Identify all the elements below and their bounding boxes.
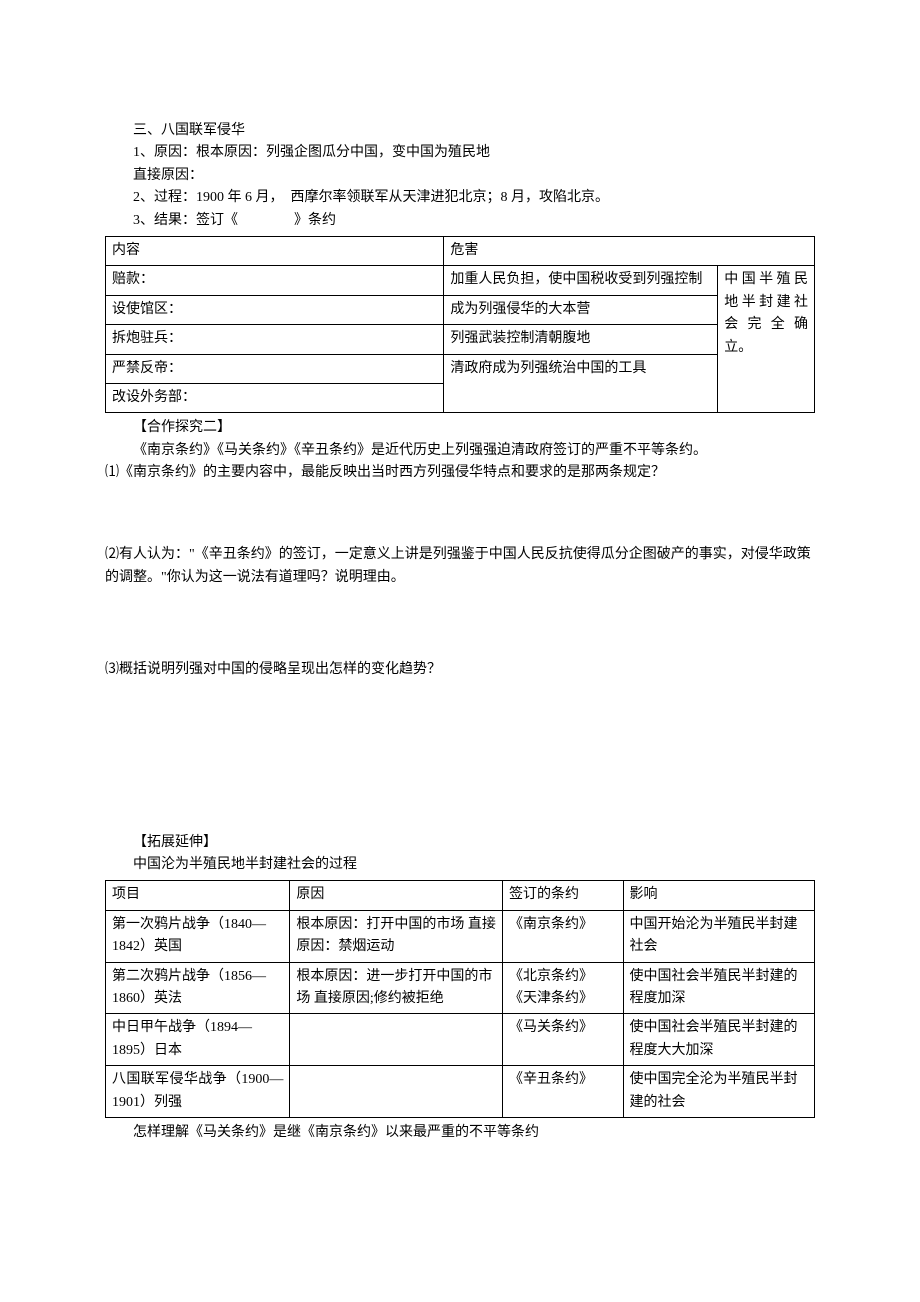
cell-war2-reason: 根本原因：进一步打开中国的市场 直接原因;修约被拒绝 xyxy=(290,962,503,1014)
footer-question: 怎样理解《马关条约》是继《南京条约》以来最严重的不平等条约 xyxy=(105,1122,815,1144)
table-row: 严禁反帝： 清政府成为列强统治中国的工具 xyxy=(106,354,815,383)
cell-war1-treaty: 《南京条约》 xyxy=(503,910,624,962)
section3-title: 三、八国联军侵华 xyxy=(105,120,815,142)
section3-reason1: 1、原因：根本原因：列强企图瓜分中国，变中国为殖民地 xyxy=(105,142,815,164)
cell-header-effect: 影响 xyxy=(623,881,814,910)
coop-q2: ⑵有人认为："《辛丑条约》的签订，一定意义上讲是列强鉴于中国人民反抗使得瓜分企图… xyxy=(105,544,815,589)
page-content: 三、八国联军侵华 1、原因：根本原因：列强企图瓜分中国，变中国为殖民地 直接原因… xyxy=(0,0,920,1184)
section3-result: 3、结果：签订《 》条约 xyxy=(105,210,815,232)
cell-legation-harm: 成为列强侵华的大本营 xyxy=(444,295,718,324)
coop-q3: ⑶概括说明列强对中国的侵略呈现出怎样的变化趋势？ xyxy=(105,659,815,681)
cell-war1-item: 第一次鸦片战争（1840—1842）英国 xyxy=(106,910,290,962)
blank-space xyxy=(105,649,815,659)
cell-foreign-affairs: 改设外务部： xyxy=(106,383,444,412)
extension-sub: 中国沦为半殖民地半封建社会的过程 xyxy=(105,854,815,876)
section3-reason2: 直接原因： xyxy=(105,165,815,187)
blank-space xyxy=(105,484,815,544)
table-row: 第二次鸦片战争（1856—1860）英法 根本原因：进一步打开中国的市场 直接原… xyxy=(106,962,815,1014)
section3-process: 2、过程：1900 年 6 月， 西摩尔率领联军从天津进犯北京；8 月，攻陷北京… xyxy=(105,187,815,209)
cell-prohibit: 严禁反帝： xyxy=(106,354,444,383)
coop-title: 【合作探究二】 xyxy=(105,417,815,439)
table-treaty-contents: 内容 危害 赔款： 加重人民负担，使中国税收受到列强控制 中国半殖民地半封建社会… xyxy=(105,236,815,413)
cell-war3-effect: 使中国社会半殖民半封建的程度大大加深 xyxy=(623,1014,814,1066)
cell-demolish: 拆炮驻兵： xyxy=(106,325,444,354)
cell-war4-effect: 使中国完全沦为半殖民半封建的社会 xyxy=(623,1066,814,1118)
table-process: 项目 原因 签订的条约 影响 第一次鸦片战争（1840—1842）英国 根本原因… xyxy=(105,880,815,1118)
cell-side-summary: 中国半殖民地半封建社会完全确立。 xyxy=(718,266,815,413)
table-row: 中日甲午战争（1894—1895）日本 《马关条约》 使中国社会半殖民半封建的程… xyxy=(106,1014,815,1066)
coop-q1: ⑴《南京条约》的主要内容中，最能反映出当时西方列强侵华特点和要求的是那两条规定？ xyxy=(105,462,815,484)
cell-indemnity-harm: 加重人民负担，使中国税收受到列强控制 xyxy=(444,266,718,295)
extension-title: 【拓展延伸】 xyxy=(105,832,815,854)
table-row: 八国联军侵华战争（1900—1901）列强 《辛丑条约》 使中国完全沦为半殖民半… xyxy=(106,1066,815,1118)
blank-space xyxy=(105,589,815,649)
blank-space xyxy=(105,682,815,832)
table-row: 设使馆区： 成为列强侵华的大本营 xyxy=(106,295,815,324)
cell-legation: 设使馆区： xyxy=(106,295,444,324)
cell-header-treaty: 签订的条约 xyxy=(503,881,624,910)
table-row: 项目 原因 签订的条约 影响 xyxy=(106,881,815,910)
cell-war2-treaty: 《北京条约》 《天津条约》 xyxy=(503,962,624,1014)
cell-harm-header: 危害 xyxy=(444,236,815,265)
cell-header-reason: 原因 xyxy=(290,881,503,910)
cell-war4-reason xyxy=(290,1066,503,1118)
cell-war3-treaty: 《马关条约》 xyxy=(503,1014,624,1066)
cell-content-header: 内容 xyxy=(106,236,444,265)
cell-war4-treaty: 《辛丑条约》 xyxy=(503,1066,624,1118)
table-row: 内容 危害 xyxy=(106,236,815,265)
cell-war4-item: 八国联军侵华战争（1900—1901）列强 xyxy=(106,1066,290,1118)
table-row: 第一次鸦片战争（1840—1842）英国 根本原因：打开中国的市场 直接原因：禁… xyxy=(106,910,815,962)
cell-indemnity: 赔款： xyxy=(106,266,444,295)
cell-war2-item: 第二次鸦片战争（1856—1860）英法 xyxy=(106,962,290,1014)
table-row: 拆炮驻兵： 列强武装控制清朝腹地 xyxy=(106,325,815,354)
coop-intro: 《南京条约》《马关条约》《辛丑条约》是近代历史上列强强迫清政府签订的严重不平等条… xyxy=(105,440,815,462)
cell-war2-effect: 使中国社会半殖民半封建的程度加深 xyxy=(623,962,814,1014)
cell-govt-tool: 清政府成为列强统治中国的工具 xyxy=(444,354,718,413)
cell-war1-reason: 根本原因：打开中国的市场 直接原因：禁烟运动 xyxy=(290,910,503,962)
cell-war1-effect: 中国开始沦为半殖民半封建社会 xyxy=(623,910,814,962)
cell-war3-reason xyxy=(290,1014,503,1066)
cell-war3-item: 中日甲午战争（1894—1895）日本 xyxy=(106,1014,290,1066)
cell-demolish-harm: 列强武装控制清朝腹地 xyxy=(444,325,718,354)
table-row: 赔款： 加重人民负担，使中国税收受到列强控制 中国半殖民地半封建社会完全确立。 xyxy=(106,266,815,295)
cell-header-item: 项目 xyxy=(106,881,290,910)
